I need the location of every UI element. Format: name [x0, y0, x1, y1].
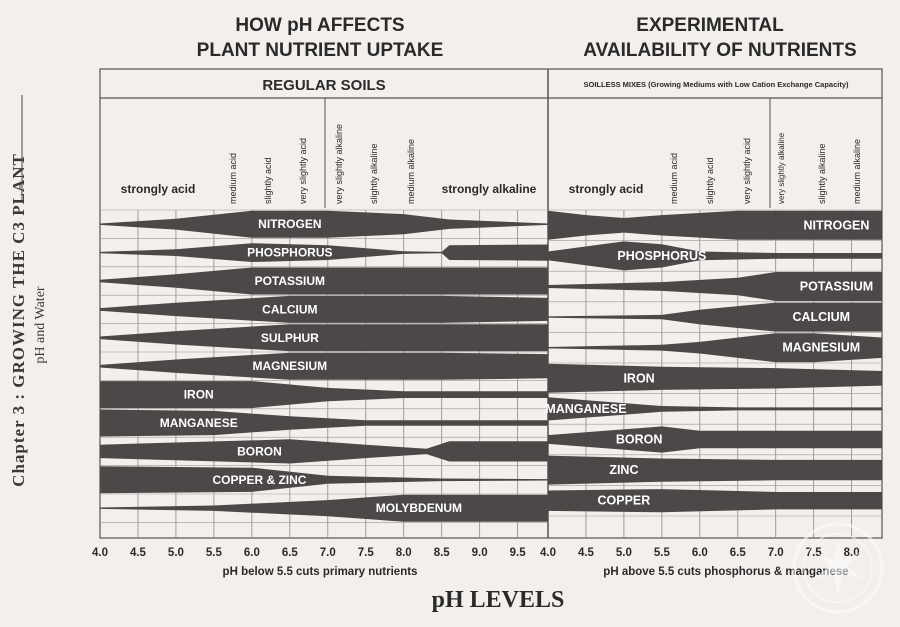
right-range-medium-alkaline: medium alkaline — [852, 139, 862, 204]
band-calcium — [100, 295, 548, 323]
nutrient-label: MOLYBDENUM — [376, 501, 462, 515]
band-zinc — [548, 455, 882, 485]
left-nutrient-bands — [100, 210, 548, 522]
left-range-strongly-alkaline: strongly alkaline — [442, 182, 537, 196]
left-range-very-slightly-acid: very slightly acid — [298, 138, 308, 204]
tick-label: 4.0 — [92, 547, 108, 559]
left-footnote: pH below 5.5 cuts primary nutrients — [223, 566, 418, 578]
nutrient-label: MANGANESE — [545, 402, 626, 416]
right-range-strongly-acid: strongly acid — [569, 182, 644, 196]
nutrient-label: BORON — [616, 433, 663, 447]
left-range-slightly-acid: slightly acid — [263, 157, 273, 204]
tick-label: 5.5 — [654, 547, 671, 559]
tick-label: 4.5 — [578, 547, 595, 559]
tick-label: 6.5 — [730, 547, 747, 559]
nutrient-label: POTASSIUM — [800, 280, 873, 294]
band-copper — [548, 489, 882, 513]
band-magnesium — [100, 352, 548, 380]
nutrient-label: ZINC — [609, 463, 638, 477]
nutrient-label: SULPHUR — [261, 331, 319, 345]
band-nitrogen — [548, 210, 882, 240]
left-range-medium-acid: medium acid — [228, 153, 238, 204]
band-nitrogen — [100, 210, 548, 238]
left-nutrient-labels: NITROGEN PHOSPHORUS POTASSIUM CALCIUM SULPHU… — [160, 217, 462, 515]
right-range-very-slightly-alkaline: very slightly alkaline — [777, 132, 786, 204]
band-boron — [548, 426, 882, 453]
axis-title: pH LEVELS — [432, 587, 565, 613]
band-molybdenum — [100, 494, 548, 522]
tick-label: 5.0 — [616, 547, 632, 559]
left-range-very-slightly-alkaline: very slightly alkaline — [334, 124, 344, 204]
nutrient-label: COPPER — [598, 494, 651, 508]
tick-label: 6.0 — [692, 547, 708, 559]
nutrient-label: MANGANESE — [160, 416, 238, 430]
nutrient-label: CALCIUM — [792, 310, 850, 324]
right-title-line2: AVAILABILITY OF NUTRIENTS — [583, 40, 856, 61]
tick-label: 7.0 — [320, 547, 336, 559]
tick-label: 9.5 — [510, 547, 527, 559]
nutrient-label: PHOSPHORUS — [247, 246, 332, 260]
band-boron — [100, 439, 548, 464]
right-footnote: pH above 5.5 cuts phosphorus & manganese — [603, 566, 848, 578]
nutrient-label: COPPER & ZINC — [212, 473, 306, 487]
band-iron — [548, 363, 882, 393]
band-iron — [100, 381, 548, 409]
band-copper-zinc — [100, 466, 548, 494]
band-calcium — [548, 302, 882, 332]
nutrient-label: CALCIUM — [262, 302, 317, 316]
tick-label: 9.0 — [472, 547, 488, 559]
band-manganese — [100, 409, 548, 437]
nutrient-label: IRON — [623, 371, 654, 385]
tick-label: 7.0 — [768, 547, 784, 559]
tick-label: 4.0 — [540, 547, 556, 559]
watermark-seal — [792, 522, 884, 614]
band-phosphorus — [100, 243, 548, 262]
nutrient-label: NITROGEN — [258, 217, 321, 231]
nutrient-label: IRON — [184, 388, 214, 402]
left-range-slightly-alkaline: slightly alkaline — [369, 143, 379, 204]
right-range-slightly-acid: slightly acid — [705, 157, 715, 204]
nutrient-label: BORON — [237, 444, 282, 458]
tick-label: 5.5 — [206, 547, 223, 559]
left-range-medium-alkaline: medium alkaline — [406, 139, 416, 204]
tick-label: 8.0 — [396, 547, 412, 559]
right-range-very-slightly-acid: very slightly acid — [742, 138, 752, 204]
nutrient-label: MAGNESIUM — [782, 341, 860, 355]
nutrient-label: PHOSPHORUS — [617, 249, 706, 263]
tick-label: 8.5 — [434, 547, 451, 559]
band-potassium — [548, 272, 882, 301]
right-nutrient-labels: NITROGEN PHOSPHORUS POTASSIUM CALCIUM MAGNES… — [545, 218, 873, 507]
left-range-strongly-acid: strongly acid — [121, 182, 196, 196]
nutrient-label: MAGNESIUM — [252, 359, 327, 373]
band-sulphur — [100, 324, 548, 352]
left-section-header: REGULAR SOILS — [262, 77, 385, 94]
nutrient-label: NITROGEN — [803, 218, 869, 232]
chapter-subtitle: pH and Water — [33, 286, 48, 363]
left-title-line1: HOW pH AFFECTS — [235, 15, 404, 36]
band-magnesium — [548, 333, 882, 363]
right-title-line1: EXPERIMENTAL — [636, 15, 784, 36]
right-range-medium-acid: medium acid — [669, 153, 679, 204]
band-phosphorus — [548, 241, 882, 271]
ph-ticks: 4.0 4.5 5.0 5.5 6.0 6.5 7.0 7.5 8.0 8.5 9.0 9.5 4.0 4… — [92, 547, 860, 559]
tick-label: 7.5 — [358, 547, 375, 559]
tick-label: 6.0 — [244, 547, 260, 559]
band-potassium — [100, 267, 548, 295]
right-nutrient-bands — [548, 210, 882, 513]
chapter-title: Chapter 3 : GROWING THE C3 PLANT — [9, 153, 28, 487]
left-title-line2: PLANT NUTRIENT UPTAKE — [197, 40, 444, 61]
right-range-slightly-alkaline: slightly alkaline — [817, 143, 827, 204]
chapter-side-label: Chapter 3 : GROWING THE C3 PLANT pH and … — [0, 0, 60, 622]
tick-label: 5.0 — [168, 547, 184, 559]
nutrient-label: POTASSIUM — [255, 274, 325, 288]
tick-label: 6.5 — [282, 547, 299, 559]
tick-label: 4.5 — [130, 547, 147, 559]
right-section-header: SOILLESS MIXES (Growing Mediums with Low… — [583, 80, 849, 89]
band-manganese — [548, 397, 882, 421]
